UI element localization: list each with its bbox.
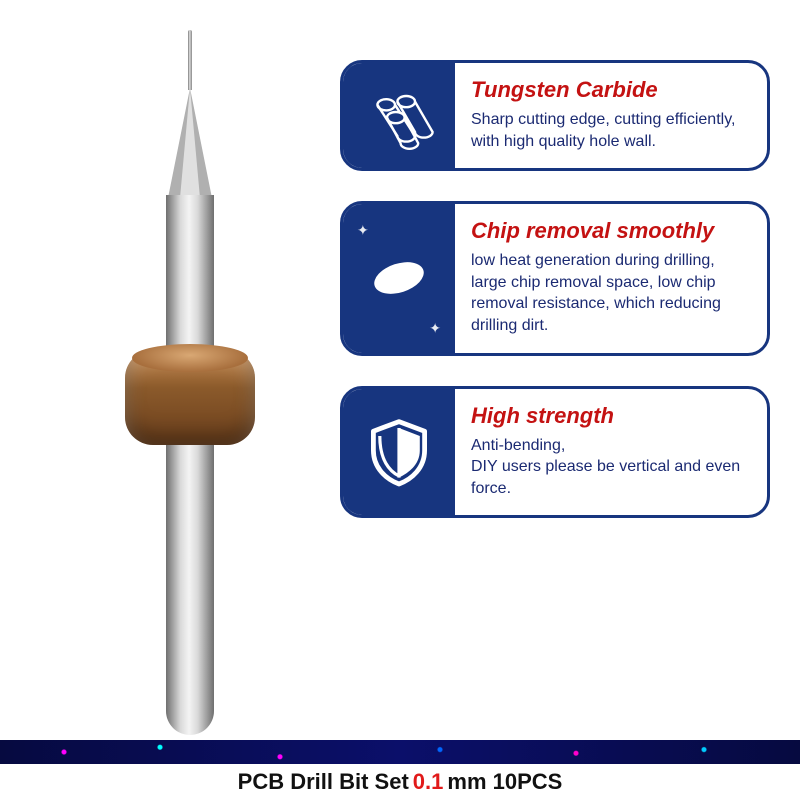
shield-icon [343, 389, 455, 516]
product-title-bar: PCB Drill Bit Set 0.1 mm 10PCS [0, 764, 800, 800]
ellipse-icon: ✦ ✦ [343, 204, 455, 352]
feature-text: Anti-bending, DIY users please be vertic… [471, 435, 749, 500]
product-title-pre: PCB Drill Bit Set [238, 769, 409, 795]
drill-shank [166, 195, 214, 735]
feature-card-tungsten: Tungsten Carbide Sharp cutting edge, cut… [340, 60, 770, 171]
feature-title: Chip removal smoothly [471, 218, 749, 244]
product-title-post: mm 10PCS [447, 769, 562, 795]
circuit-decoration-strip [0, 740, 800, 764]
feature-card-chip-removal: ✦ ✦ Chip removal smoothly low heat gener… [340, 201, 770, 355]
feature-card-strength: High strength Anti-bending, DIY users pl… [340, 386, 770, 519]
tubes-icon [343, 63, 455, 168]
feature-cards: Tungsten Carbide Sharp cutting edge, cut… [340, 60, 770, 518]
feature-title: High strength [471, 403, 749, 429]
feature-title: Tungsten Carbide [471, 77, 749, 103]
feature-text: low heat generation during drilling, lar… [471, 250, 749, 336]
feature-text: Sharp cutting edge, cutting efficiently,… [471, 109, 749, 152]
drill-tip [188, 30, 192, 90]
drill-bit-illustration [115, 30, 265, 730]
product-size-accent: 0.1 [413, 769, 444, 795]
